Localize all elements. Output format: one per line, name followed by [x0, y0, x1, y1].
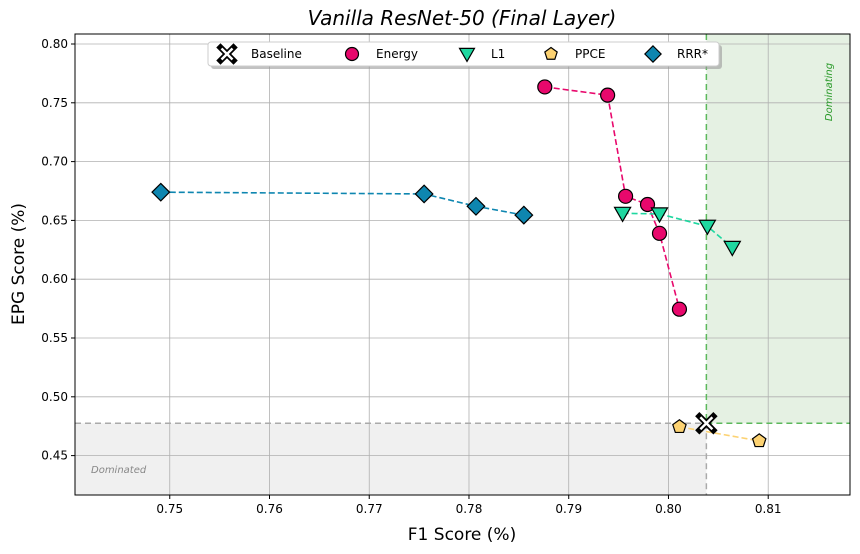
legend-marker-l1 — [458, 47, 476, 63]
data-point-energy — [651, 225, 668, 241]
data-layer — [151, 79, 767, 448]
y-tick-label: 0.65 — [41, 213, 68, 227]
x-axis-title: F1 Score (%) — [408, 525, 516, 545]
legend-marker-baseline — [216, 43, 238, 65]
plot-frame — [74, 33, 851, 496]
legend-label-baseline: Baseline — [251, 47, 302, 61]
chart-title: Vanilla ResNet-50 (Final Layer) — [308, 6, 617, 30]
legend-label-ppce: PPCE — [575, 47, 605, 61]
series-line-l1 — [622, 212, 733, 249]
y-tick-label: 0.70 — [41, 155, 68, 169]
series-line-rrr — [160, 191, 524, 216]
series-line-energy — [544, 86, 681, 310]
dominated-region — [75, 423, 707, 495]
data-point-energy — [537, 79, 553, 95]
data-point-rrr — [151, 182, 171, 202]
legend-marker-energy — [344, 46, 360, 62]
data-point-ppce — [751, 433, 767, 448]
data-point-rrr — [414, 184, 434, 204]
legend-label-l1: L1 — [491, 47, 505, 61]
data-point-ppce — [672, 419, 687, 434]
series-line-ppce — [679, 426, 760, 442]
data-point-baseline — [695, 412, 718, 435]
x-tick-label: 0.80 — [655, 502, 682, 516]
x-tick-label: 0.78 — [456, 502, 483, 516]
y-axis-title: EPG Score (%) — [9, 203, 29, 325]
data-point-rrr — [514, 205, 534, 225]
data-point-rrr — [466, 196, 486, 216]
dominating-label: Dominating — [824, 63, 835, 121]
legend-marker-ppce — [544, 46, 558, 60]
y-tick-label: 0.75 — [41, 96, 68, 110]
y-tick-label: 0.45 — [41, 449, 68, 463]
x-tick-label: 0.75 — [156, 502, 183, 516]
dominating-region — [706, 34, 850, 424]
data-point-l1 — [698, 219, 717, 236]
y-tick-label: 0.55 — [41, 331, 68, 345]
y-tick-label: 0.50 — [41, 390, 68, 404]
data-point-l1 — [723, 240, 742, 257]
x-tick-label: 0.76 — [256, 502, 283, 516]
data-point-l1 — [650, 207, 669, 224]
y-tick-label: 0.80 — [41, 37, 68, 51]
legend-label-energy: Energy — [376, 47, 418, 61]
plot-area: Dominated Dominating 0.75 0.76 0.77 0.78 0.79 0… — [41, 33, 851, 516]
dominated-label: Dominated — [91, 465, 147, 476]
data-point-energy — [671, 301, 688, 317]
x-tick-label: 0.81 — [755, 502, 782, 516]
x-tick-label: 0.77 — [356, 502, 383, 516]
legend-label-rrr: RRR* — [677, 47, 708, 61]
data-point-energy — [600, 87, 616, 103]
legend-marker-rrr — [644, 45, 662, 63]
data-point-energy — [617, 188, 634, 204]
y-tick-label: 0.60 — [41, 272, 68, 286]
data-point-l1 — [613, 206, 632, 223]
legend: Baseline Energy L1 PPCE RRR* — [207, 41, 722, 69]
x-tick-label: 0.79 — [555, 502, 582, 516]
